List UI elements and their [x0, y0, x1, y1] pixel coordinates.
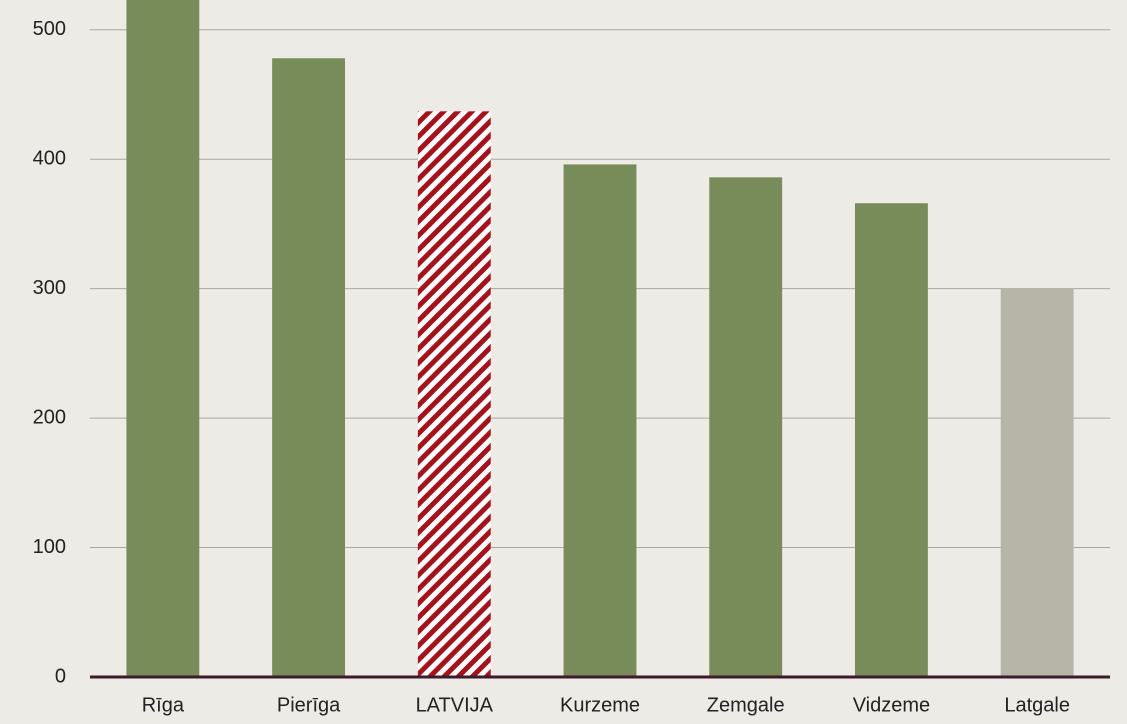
x-tick-label: LATVIJA — [416, 694, 494, 716]
bar — [563, 164, 637, 677]
y-tick-label: 500 — [33, 18, 66, 40]
y-tick-label: 100 — [33, 536, 66, 558]
bar — [855, 203, 928, 678]
x-tick-label: Vidzeme — [853, 694, 930, 716]
bar — [709, 177, 783, 678]
bar — [272, 58, 345, 677]
x-tick-label: Pierīga — [277, 694, 341, 716]
bar — [1000, 288, 1074, 677]
y-tick-label: 400 — [33, 147, 66, 169]
bar — [126, 0, 200, 677]
y-tick-label: 200 — [33, 406, 66, 428]
y-tick-label: 300 — [33, 277, 66, 299]
bar — [417, 111, 491, 678]
x-tick-label: Rīga — [142, 694, 185, 716]
x-tick-label: Zemgale — [707, 694, 785, 716]
y-tick-label: 0 — [55, 665, 66, 687]
x-tick-label: Latgale — [1004, 694, 1070, 716]
x-tick-label: Kurzeme — [560, 694, 640, 716]
